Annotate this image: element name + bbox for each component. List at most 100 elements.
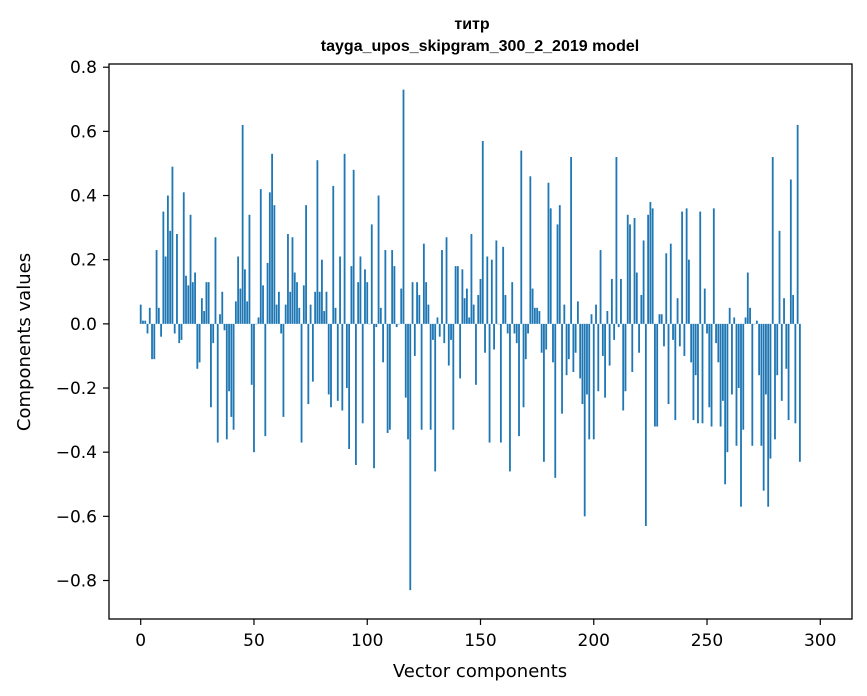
bar [520,150,523,324]
bar [178,323,181,344]
bar [667,323,670,405]
bar [189,214,192,324]
bar [466,288,468,324]
bar [266,262,269,324]
bar [581,323,584,405]
bar [724,323,727,485]
bar [214,237,217,324]
bar [515,323,518,344]
bar [710,323,713,427]
bar [379,307,382,324]
bar [413,323,416,356]
bar [563,304,566,324]
bar [391,250,394,324]
plot-frame [108,63,853,620]
bar [669,243,672,324]
bar [219,314,221,324]
bar [538,311,541,324]
bar [146,323,149,334]
bar [794,323,797,424]
bar [511,282,514,324]
bar [443,323,446,344]
bar [287,234,289,324]
bar [316,160,319,324]
bar [155,250,158,324]
bar [676,298,679,324]
bar [438,323,441,337]
chart-subtitle: tayga_upos_skipgram_300_2_2019 model [321,38,639,55]
bar [762,323,765,491]
x-tick-label: 200 [578,631,610,651]
bar [642,240,645,324]
bar [402,89,405,324]
bar [774,323,776,440]
bar [422,243,425,324]
bar [432,323,434,340]
bar [375,323,378,328]
bar [280,323,283,334]
bar [660,314,663,324]
bar [731,323,733,395]
bar [298,307,301,324]
bar [522,323,525,408]
bar [484,323,486,353]
bar [166,195,169,324]
bar [325,291,328,324]
chart-title: титр [454,16,490,33]
bar [656,323,659,427]
bar [393,266,396,324]
bar [499,323,502,443]
bar [601,323,604,356]
y-tick-label: −0.6 [56,507,97,527]
bar [176,234,178,324]
bar [463,298,466,324]
bar [726,323,729,453]
bar [293,272,296,324]
bar [615,157,618,324]
bar [173,323,176,334]
bar [547,182,550,324]
bar [638,323,640,353]
bar [481,140,484,324]
bar [683,323,686,356]
bar [678,323,681,347]
y-tick-label: −0.4 [56,443,97,463]
bar [620,278,622,324]
bar [665,253,668,324]
bar [350,266,353,324]
bar [330,323,332,408]
bar [257,317,260,324]
bar [579,323,582,379]
bar [787,323,790,421]
bar [567,323,570,360]
bar [169,230,172,324]
bar [755,320,758,324]
bar [479,278,482,324]
bar [359,256,362,324]
bar [411,282,414,324]
y-tick-label: 0.4 [70,187,97,207]
bar [536,307,539,324]
bar [588,323,591,440]
bar [207,282,210,324]
y-axis-label: Components values [14,253,35,431]
bar [561,323,563,414]
bar [785,323,788,369]
bar [429,323,432,430]
bar [244,269,246,324]
bar [744,317,747,324]
bar [187,285,190,324]
bar [259,189,262,324]
bar [728,307,731,324]
bar [765,323,767,395]
bar [780,323,783,401]
bar [321,259,323,324]
bar [527,323,529,334]
bar [688,259,690,324]
bar [778,230,781,324]
bar [595,304,597,324]
bar [626,214,629,324]
y-tick-label: −0.8 [56,572,97,592]
x-axis-label: Vector components [393,661,567,682]
bar [715,323,717,344]
